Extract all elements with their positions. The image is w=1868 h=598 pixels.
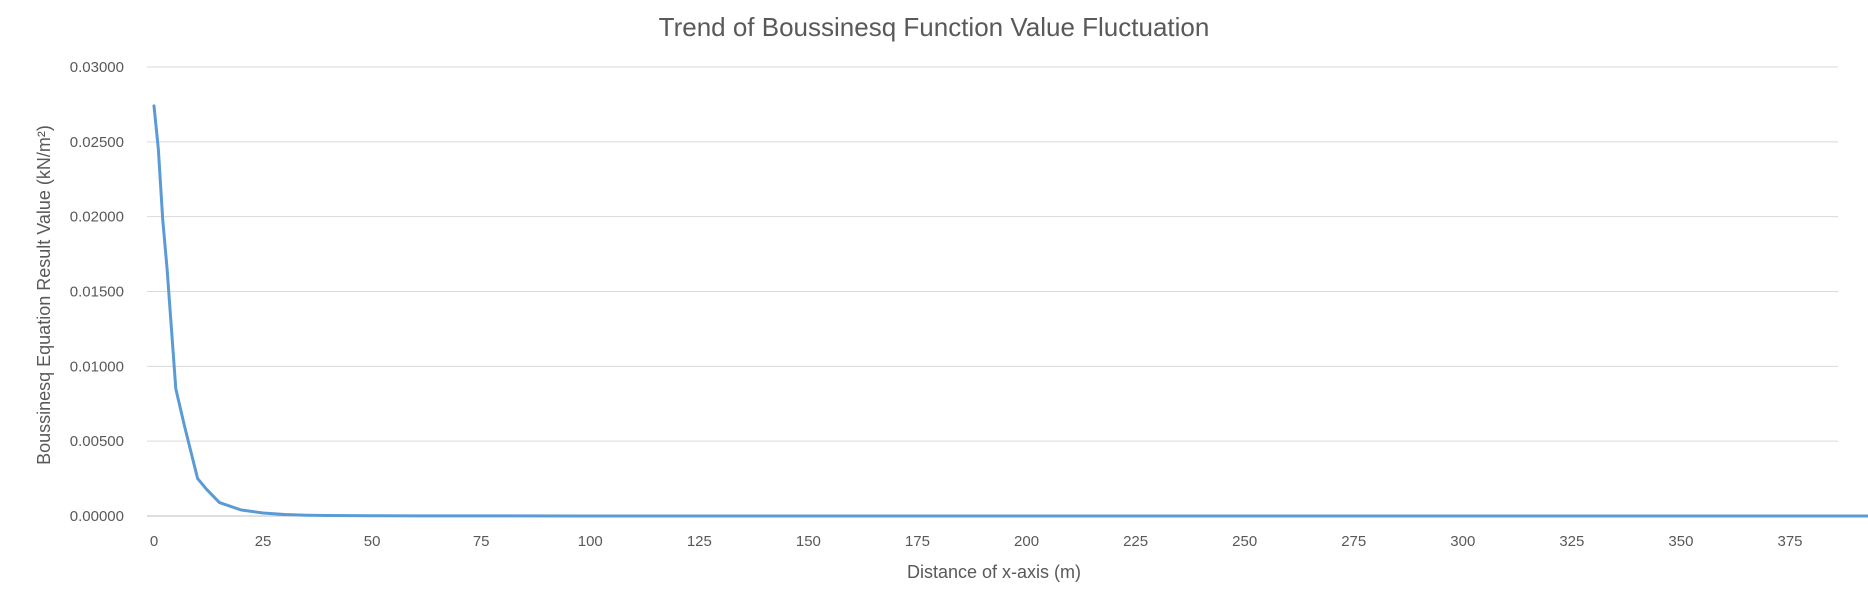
y-tick-label: 0.01500 — [70, 284, 124, 301]
x-tick-label: 50 — [364, 533, 381, 550]
x-tick-label: 0 — [150, 533, 158, 550]
x-tick-label: 200 — [1014, 533, 1039, 550]
x-tick-label: 300 — [1450, 533, 1475, 550]
y-tick-label: 0.00000 — [70, 508, 124, 525]
y-tick-label: 0.03000 — [70, 59, 124, 76]
series-line — [152, 104, 1868, 518]
y-tick-label: 0.02000 — [70, 209, 124, 226]
x-tick-label: 175 — [905, 533, 930, 550]
y-tick-label: 0.01000 — [70, 358, 124, 375]
x-axis-title: Distance of x-axis (m) — [907, 562, 1081, 582]
y-tick-label: 0.02500 — [70, 134, 124, 151]
x-tick-label: 225 — [1123, 533, 1148, 550]
x-tick-label: 100 — [578, 533, 603, 550]
x-tick-label: 25 — [255, 533, 272, 550]
y-tick-label: 0.00500 — [70, 433, 124, 450]
x-tick-label: 150 — [796, 533, 821, 550]
x-tick-label: 125 — [687, 533, 712, 550]
x-tick-label: 350 — [1668, 533, 1693, 550]
series-group — [152, 104, 1868, 518]
x-tick-label: 250 — [1232, 533, 1257, 550]
y-axis-ticks: 0.00000 0.00500 0.01000 0.01500 0.02000 0.025… — [70, 59, 124, 525]
gridlines — [147, 66, 1838, 517]
x-tick-label: 275 — [1341, 533, 1366, 550]
x-tick-label: 325 — [1559, 533, 1584, 550]
x-tick-label: 75 — [473, 533, 490, 550]
y-axis-title: Boussinesq Equation Result Value (kN/m²) — [34, 125, 54, 465]
x-tick-label: 375 — [1777, 533, 1802, 550]
x-axis-ticks: 0 25 50 75 100 125 150 175 200 225 250 275 300 325 350… — [150, 533, 1803, 550]
chart-title: Trend of Boussinesq Function Value Fluct… — [659, 12, 1210, 42]
